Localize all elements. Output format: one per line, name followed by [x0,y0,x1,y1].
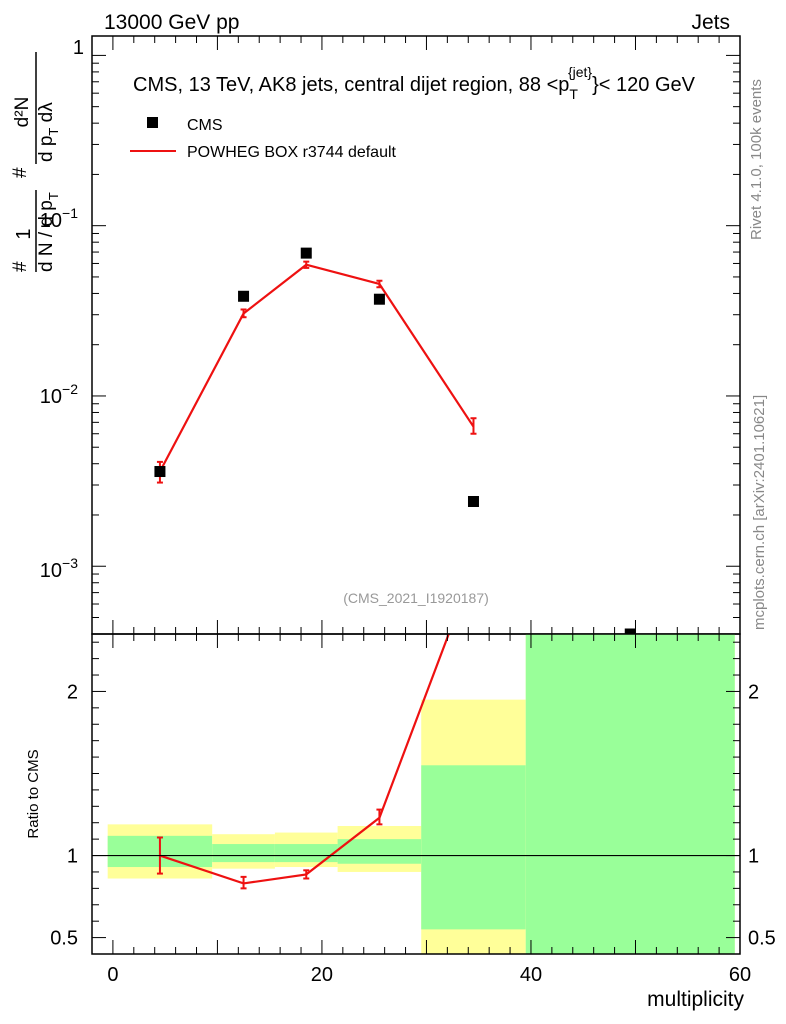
ylabel-hash-2: # [10,167,31,178]
header-category: Jets [691,11,730,34]
ylabel-frac-den: d N / d pT [36,192,61,272]
mc-series-ratio [156,634,450,890]
ratio-band-green [337,839,422,864]
xlabel: multiplicity [647,988,744,1011]
data-point [467,495,479,507]
ratio-ytick-right-0.5: 0.5 [748,928,776,950]
mc-line-main [158,263,475,473]
rivet-label: Rivet 4.1.0, 100k events [748,79,765,240]
ratio-frame [91,633,741,955]
title-suffix: }< 120 GeV [592,74,696,96]
ytick-label-0.001: 10−3 [40,555,78,582]
ratio-panel: 2 1 0.5 2 1 0.5 0 20 40 60 Ratio to CMS … [25,633,776,1011]
ratio-band-green [421,765,526,930]
legend-label-mc: POWHEG BOX r3744 default [187,144,397,161]
data-point [300,247,312,259]
ylabel-deriv-num: d²N [12,97,33,128]
ratio-band-green [212,844,275,863]
ytick-label-0.1: 10−1 [40,205,78,232]
title-sup: {jet} [568,64,592,80]
ratio-band-green [525,634,735,954]
legend: CMS POWHEG BOX r3744 default [130,117,397,161]
ytick-label-1: 1 [73,37,84,59]
main-panel: 1 10−1 10−2 10−3 CMS POWHEG BOX r3744 de… [40,35,741,635]
xtick-label-40: 40 [520,964,542,986]
xtick-label-60: 60 [729,964,751,986]
data-point [238,290,250,302]
site-label: mcplots.cern.ch [arXiv:2401.10621] [751,395,768,630]
data-point [373,293,385,305]
ratio-bands [107,634,735,954]
main-ylabel: # 1 d N / d pT # d²N d pT dλ [10,52,61,272]
analysis-id: (CMS_2021_I1920187) [343,590,489,606]
ratio-ytick-1: 1 [67,846,78,868]
ratio-ytick-0.5: 0.5 [50,928,78,950]
ratio-band-green [274,844,338,863]
mc-series-main [156,260,477,484]
ytick-label-0.01: 10−2 [40,381,78,408]
data-point [154,466,166,478]
legend-label-cms: CMS [187,117,223,134]
ratio-ytick-right-1: 1 [748,846,759,868]
xtick-label-20: 20 [311,964,333,986]
ylabel-hash-1: # [10,261,31,272]
ylabel-deriv-den: d pT dλ [36,102,61,162]
legend-marker-cms [147,117,158,128]
xtick-label-0: 0 [107,964,118,986]
data-point [624,628,636,634]
title-prefix: CMS, 13 TeV, AK8 jets, central dijet reg… [133,74,569,96]
main-ticks [92,36,741,635]
ylabel-frac-num: 1 [13,228,35,239]
ratio-ylabel: Ratio to CMS [25,749,42,838]
title-sub: T [569,86,578,102]
chart-title: CMS, 13 TeV, AK8 jets, central dijet reg… [133,64,696,102]
ratio-ytick-2: 2 [67,681,78,703]
data-series-main [154,247,636,634]
header-energy: 13000 GeV pp [104,11,239,34]
ratio-ytick-right-2: 2 [748,681,759,703]
